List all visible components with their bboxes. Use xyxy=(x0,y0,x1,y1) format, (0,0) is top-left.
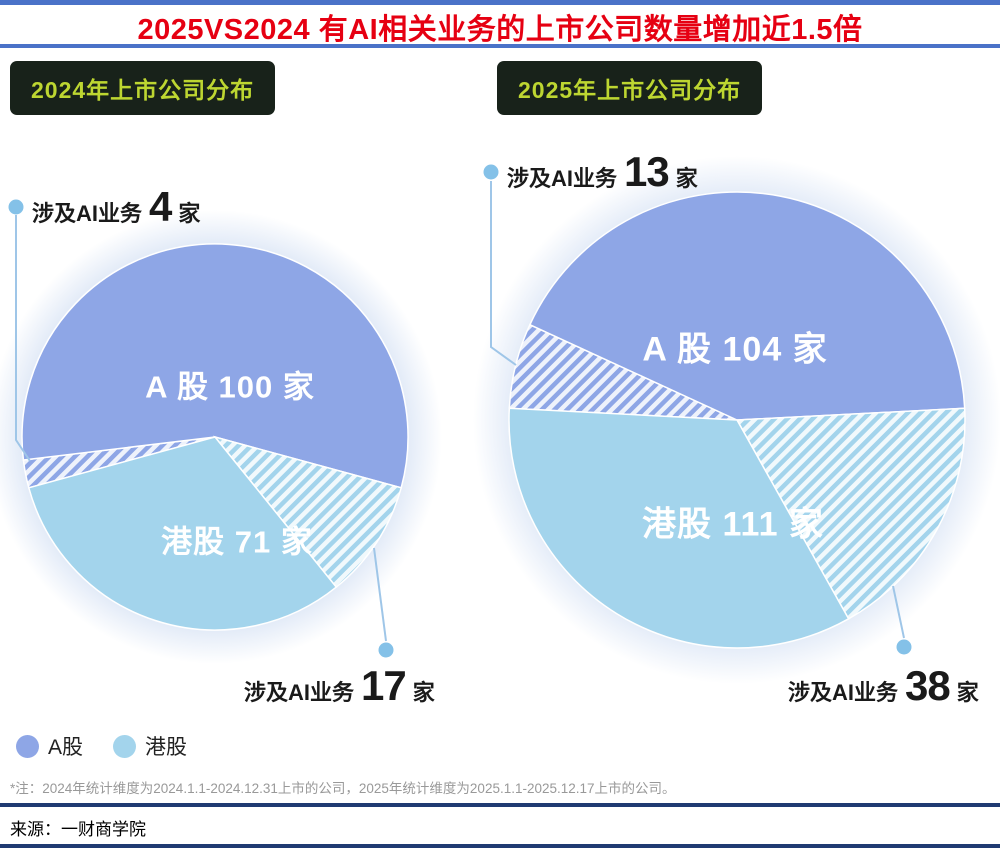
source-credit: 来源：一财商学院 xyxy=(10,820,146,839)
annotation-2025-a-share-ai: 涉及AI业务 13 家 xyxy=(507,148,698,196)
chart-2025-header-badge: 2025年上市公司分布 xyxy=(497,61,763,115)
chart-2024-header-badge: 2024年上市公司分布 xyxy=(10,61,276,115)
annotation-suffix: 家 xyxy=(412,680,435,705)
page-title: 2025VS2024 有AI相关业务的上市公司数量增加近1.5倍 xyxy=(137,14,863,46)
annotation-prefix: 涉及AI业务 xyxy=(788,680,899,705)
a-share-swatch-icon xyxy=(16,734,39,758)
annotation-2024-a-share-ai: 涉及AI业务 4 家 xyxy=(32,183,200,231)
annotation-prefix: 涉及AI业务 xyxy=(507,166,618,191)
title-underline xyxy=(0,44,1000,48)
footnote-divider xyxy=(0,803,1000,807)
pie-2025-hk-share-label: 港股 111 家 xyxy=(642,505,824,544)
annotation-value: 4 xyxy=(149,183,172,230)
legend-label: 港股 xyxy=(145,736,188,759)
footnote: *注：2024年统计维度为2024.1.1-2024.12.31上市的公司，20… xyxy=(10,781,676,796)
annotation-2024-hk-share-ai: 涉及AI业务 17 家 xyxy=(244,662,435,710)
annotation-suffix: 家 xyxy=(956,680,979,705)
top-accent-bar xyxy=(0,0,1000,5)
pie-2025-a-share-label: A 股 104 家 xyxy=(642,330,828,369)
legend-item-hk-share: 港股 xyxy=(113,731,187,761)
legend-label: A股 xyxy=(48,736,84,759)
annotation-2025-hk-share-ai: 涉及AI业务 38 家 xyxy=(788,662,979,710)
pie-2024-hk-share-label: 港股 71 家 xyxy=(161,524,313,560)
annotation-prefix: 涉及AI业务 xyxy=(244,680,355,705)
hk-share-swatch-icon xyxy=(113,734,137,758)
annotation-suffix: 家 xyxy=(178,201,201,226)
pie-2024-a-share-label: A 股 100 家 xyxy=(145,369,315,405)
annotation-suffix: 家 xyxy=(675,166,698,191)
legend-item-a-share: A股 xyxy=(16,731,83,761)
bottom-accent-bar xyxy=(0,844,1000,848)
annotation-value: 13 xyxy=(624,148,670,195)
annotation-value: 38 xyxy=(905,662,951,709)
annotation-value: 17 xyxy=(361,662,407,709)
annotation-prefix: 涉及AI业务 xyxy=(32,201,143,226)
legend: A股 港股 xyxy=(16,731,187,761)
